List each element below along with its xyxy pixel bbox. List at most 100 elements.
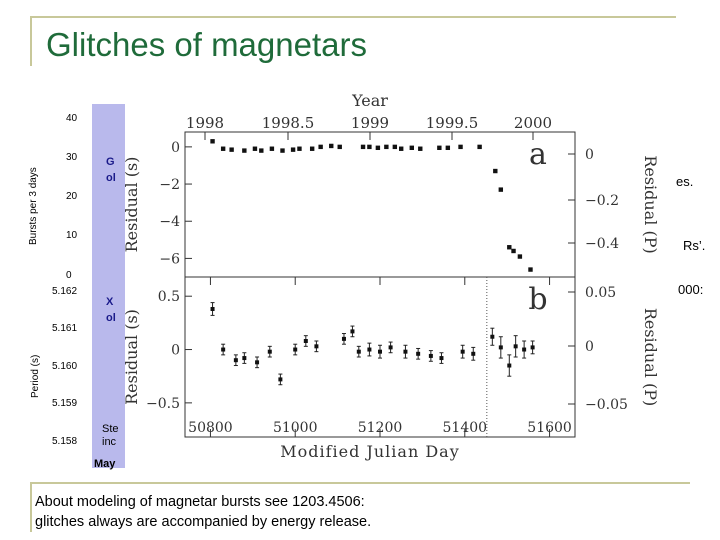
bg-bottom-tick-0: 5.162: [52, 286, 78, 297]
panel-b-data-point: [388, 345, 393, 350]
panel-a-data-point: [493, 168, 498, 174]
panel-a-data-point: [498, 187, 504, 192]
panel-b-data-point: [293, 347, 298, 352]
panel-b-data-point: [341, 336, 346, 341]
bg-bottom-tick-2: 5.160: [52, 361, 78, 372]
panel-a-data-point: [392, 144, 398, 150]
panel-b-data-point: [530, 345, 535, 350]
panel-a-data-point: [280, 148, 285, 153]
panel-a-data-point: [210, 139, 215, 144]
panel-b-data-point: [233, 358, 238, 363]
panel-b-data-point: [439, 356, 444, 361]
panel-b-data-point: [498, 345, 503, 350]
panel-a-data-point: [517, 254, 523, 259]
x-tick-label: 51000: [273, 420, 318, 436]
panel-b-right-axis-label: Residual (P): [641, 308, 660, 406]
panel-a-y-tick-label: −2: [159, 177, 180, 193]
panel-b-data-point: [350, 329, 355, 334]
panel-a-data-point: [220, 146, 226, 151]
panel-b-data-point: [471, 351, 476, 356]
panel-b-y-tick-label: 0: [171, 343, 180, 359]
panel-b-data-point: [210, 307, 215, 311]
panel-a-data-point: [511, 248, 516, 254]
frame-bottom-left-rule: [30, 482, 32, 532]
bg-label-fragment-0: G: [106, 156, 115, 168]
panel-a-y-tick-label: 0: [171, 140, 180, 156]
bg-label-fragment-6: May: [94, 458, 116, 470]
panel-a-right-tick-label: 0: [585, 147, 594, 163]
panel-a-data-point: [409, 145, 414, 151]
caption: About modeling of magnetar bursts see 12…: [35, 492, 371, 532]
bg-top-tick-3: 10: [66, 230, 78, 241]
panel-a-data-point: [337, 144, 342, 150]
panel-a-data-point: [375, 145, 381, 151]
bg-top-tick-4: 0: [66, 270, 72, 281]
bg-top-tick-2: 20: [66, 191, 78, 202]
bg-label-fragment-1: ol: [106, 172, 116, 184]
panel-a-data-point: [528, 267, 533, 272]
caption-line-1: About modeling of magnetar bursts see 12…: [35, 494, 365, 510]
x-tick-label: 51400: [443, 420, 488, 436]
panel-b-data-point: [378, 349, 382, 354]
fragment-text-2: Rs’.: [683, 238, 706, 253]
panel-b-y-tick-label: 0.5: [158, 289, 180, 305]
bg-bottom-tick-3: 5.159: [52, 398, 78, 409]
panel-b-data-point: [416, 351, 421, 356]
panel-a-right-tick-label: −0.4: [585, 236, 619, 252]
panel-b-data-point: [403, 349, 408, 354]
panel-a-y-tick-label: −6: [159, 251, 180, 267]
panel-b-data-point: [221, 347, 226, 352]
panel-a-data-point: [437, 145, 442, 151]
panel-b-data-point: [428, 353, 433, 358]
panel-a-data-point: [418, 146, 423, 151]
x-tick-label: 51600: [527, 420, 572, 436]
panel-b-right-tick-label: 0: [585, 339, 594, 355]
top-x-axis-label: Year: [351, 91, 388, 110]
panel-b-data-point: [490, 334, 495, 339]
panel-a-data-point: [297, 146, 302, 151]
panel-b-data-point: [314, 344, 319, 349]
slide-title: Glitches of magnetars: [46, 26, 367, 63]
bg-top-tick-0: 40: [66, 113, 78, 124]
panel-b-data-point: [356, 349, 361, 354]
panel-a-data-point: [329, 143, 334, 149]
panel-b-y-tick-label: −0.5: [146, 396, 180, 412]
frame-bottom-rule: [30, 482, 690, 484]
panel-a-data-point: [458, 144, 463, 150]
panel-a-letter: a: [529, 137, 547, 172]
panel-b-data-point: [242, 356, 247, 361]
panel-a-data-point: [445, 145, 451, 151]
bg-label-fragment-5: inc: [102, 436, 117, 448]
panel-a-data-point: [384, 144, 389, 150]
fragment-text-1: es.: [676, 174, 694, 189]
panel-a-data-point: [269, 146, 275, 151]
panel-b-data-point: [303, 339, 308, 343]
panel-a-data-point: [259, 148, 264, 153]
panel-b-letter: b: [528, 282, 547, 317]
panel-a-data-point: [252, 146, 258, 151]
bg-top-tick-1: 30: [66, 152, 78, 163]
caption-line-2: glitches always are accompanied by energ…: [35, 514, 372, 530]
bg-label-fragment-2: X: [106, 296, 114, 308]
top-x-tick-label: 1999.5: [426, 114, 479, 132]
panel-a-data-point: [318, 144, 323, 150]
panel-a-data-point: [360, 144, 366, 150]
panel-a-data-point: [290, 147, 296, 152]
background-plot-panel: [92, 104, 130, 468]
panel-a-data-point: [309, 146, 315, 151]
panel-a-y-tick-label: −4: [159, 214, 180, 230]
panel-b-y-axis-label: Residual (s): [122, 309, 141, 405]
panel-b-data-point: [267, 349, 272, 354]
top-x-tick-label: 1998: [186, 114, 224, 132]
panel-b-data-point: [513, 344, 518, 349]
panel-a-data-point: [229, 147, 234, 152]
x-axis-label: Modified Julian Day: [280, 442, 460, 461]
frame-left-rule: [30, 16, 32, 66]
frame-top-rule: [30, 16, 676, 18]
panel-a-y-axis-label: Residual (s): [122, 157, 141, 253]
panel-a-data-point: [477, 144, 482, 150]
bg-label-fragment-3: ol: [106, 312, 116, 324]
panel-a-data-point: [398, 146, 404, 151]
bg-bottom-tick-4: 5.158: [52, 436, 78, 447]
